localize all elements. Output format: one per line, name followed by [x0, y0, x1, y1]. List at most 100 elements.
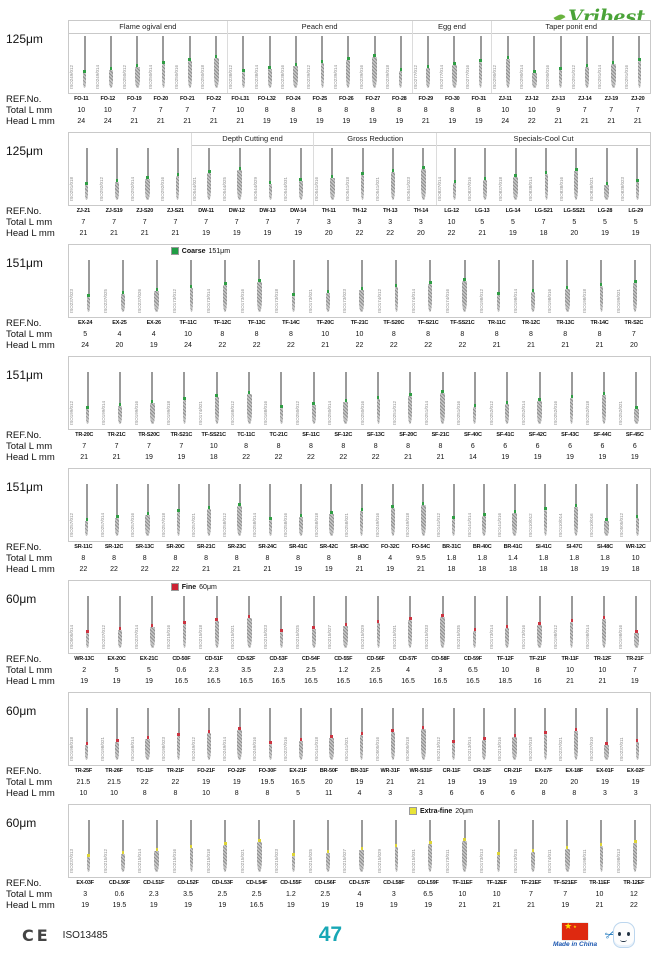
block-label-column: 60μm REF.No. Total L mm Head L mm — [6, 580, 68, 687]
grit-band-icon — [634, 280, 637, 283]
head-l-value: 19 — [149, 342, 158, 349]
diamond-head — [246, 394, 252, 424]
head-l-value: 22 — [371, 454, 380, 461]
diamond-head — [408, 396, 413, 424]
bur-cell: ISO544/025 — [222, 148, 252, 204]
bur-figure — [246, 596, 252, 648]
bur-shank — [483, 708, 486, 737]
head-l-value: 8 — [234, 790, 239, 797]
bur-figure — [293, 36, 299, 88]
iso-code-label: ISO168/014 — [130, 736, 136, 761]
bur-figure — [462, 260, 468, 312]
bur-cell: ISO258/014 — [252, 484, 283, 540]
bur-cell: ISO173/013 — [479, 820, 513, 876]
iso-code-label: ISO250/014 — [327, 400, 333, 425]
diamond-head — [390, 172, 395, 200]
ref-no: EX-21F — [289, 768, 307, 774]
grit-band-icon — [268, 66, 271, 69]
diamond-head — [635, 518, 639, 536]
iso-code-label: ISO198/023 — [160, 736, 166, 761]
bur-figure — [85, 484, 89, 536]
grit-band-icon — [146, 736, 150, 739]
bur-figure — [343, 372, 349, 424]
head-l-value: 21 — [110, 230, 118, 237]
grit-band-icon — [638, 58, 641, 61]
diamond-head — [635, 742, 639, 760]
diamond-head — [483, 180, 488, 200]
bur-cell: ISO168/014 — [130, 708, 161, 764]
diamond-head — [120, 854, 125, 872]
bur-cell: ISO199/012 — [69, 372, 101, 428]
diamond-head — [120, 294, 125, 312]
iso-code-label: ISO237/011 — [619, 737, 625, 761]
bur-shank — [344, 372, 347, 399]
bur-cell: ISO257/018 — [161, 484, 192, 540]
bur-cell: ISO215/018 — [198, 596, 230, 652]
diamond-head — [213, 58, 219, 88]
block-content: ISO198/018 ISO198/021 ISO168/014 ISO198/023… — [68, 692, 651, 799]
refs-row: TR-25F TR-26F TC-11F TR-21F FO-21F FO-22F FO-3… — [68, 766, 651, 777]
bur-cell: ISO258/021 — [344, 484, 375, 540]
head-l-value: 19 — [232, 230, 241, 237]
head-l-value: 19 — [630, 454, 639, 461]
bur-cell: ISO290/012 — [492, 36, 518, 92]
diamond-head — [115, 742, 120, 760]
diamond-head — [440, 393, 446, 424]
total-l-value: 1.8 — [600, 555, 610, 562]
grit-band-icon — [162, 61, 165, 64]
head-l-value: 10 — [110, 790, 118, 797]
iso-code-label: ISO215/023 — [262, 624, 268, 649]
bur-shank — [545, 148, 548, 171]
ref-no: TF-S20C — [383, 320, 405, 326]
ref-no: TR-25F — [74, 768, 93, 774]
bur-figure — [453, 148, 457, 200]
bur-cell: ISO257/021 — [191, 484, 222, 540]
total-l-value: 7 — [147, 443, 151, 450]
head-l-value: 22 — [458, 342, 467, 349]
diamond-head — [223, 845, 228, 872]
group-header — [69, 693, 650, 706]
bur-cell: ISO174/016 — [445, 260, 479, 316]
bur-figure — [574, 708, 579, 760]
diamond-head — [360, 511, 364, 536]
bur-figure — [120, 820, 125, 872]
ref-no: EX-18F — [565, 768, 584, 774]
bur-figure — [635, 484, 639, 536]
head-l-value: 19 — [342, 118, 351, 125]
total-l-value: 10 — [77, 107, 86, 114]
total-row: 3 0.6 2.3 3.5 2.5 2.5 1.2 2.5 4 3 6.5 10 10 7 7 10 12 — [68, 889, 651, 900]
ref-no: WR-12C — [625, 544, 646, 550]
diamond-head — [574, 731, 579, 760]
refs-row: WR-13C EX-20C EX-21C CD-50F CD-51F CD-52F CD-5… — [68, 654, 651, 665]
bur-figure — [311, 596, 316, 648]
grit-band-icon — [294, 63, 298, 66]
head-l-value: 21 — [236, 118, 245, 125]
head-l-value: 8 — [541, 790, 546, 797]
grit-band-icon — [121, 851, 124, 854]
bur-figure — [633, 820, 638, 872]
head-l-value: 16.5 — [271, 678, 286, 685]
grit-band-icon — [421, 726, 425, 729]
bur-cell: ISO250/018 — [200, 36, 226, 92]
grit-band-icon — [224, 842, 227, 845]
bur-shank — [83, 36, 86, 70]
head-l-value: 19 — [294, 566, 303, 573]
bur-shank — [409, 596, 412, 617]
bur-cell: ISO215/012 — [103, 820, 137, 876]
head-l-value: 24 — [77, 118, 86, 125]
total-l-value: 8 — [597, 331, 602, 338]
head-l-value: 3 — [603, 790, 607, 797]
ref-no: FO-30F — [258, 768, 277, 774]
head-l-value: 19 — [262, 118, 271, 125]
bur-cell: ISO249/018 — [405, 484, 436, 540]
total-l-value: 2.5 — [320, 891, 331, 898]
bur-figure — [420, 708, 426, 760]
grit-band-icon — [238, 167, 242, 170]
grit-band-icon — [146, 176, 149, 179]
bur-figure — [207, 708, 212, 760]
iso-code-label: ISO237/010 — [588, 736, 594, 761]
bur-figure — [408, 596, 413, 648]
ref-no: FO-26 — [338, 96, 354, 102]
bur-cell: ISO237/014 — [134, 596, 166, 652]
